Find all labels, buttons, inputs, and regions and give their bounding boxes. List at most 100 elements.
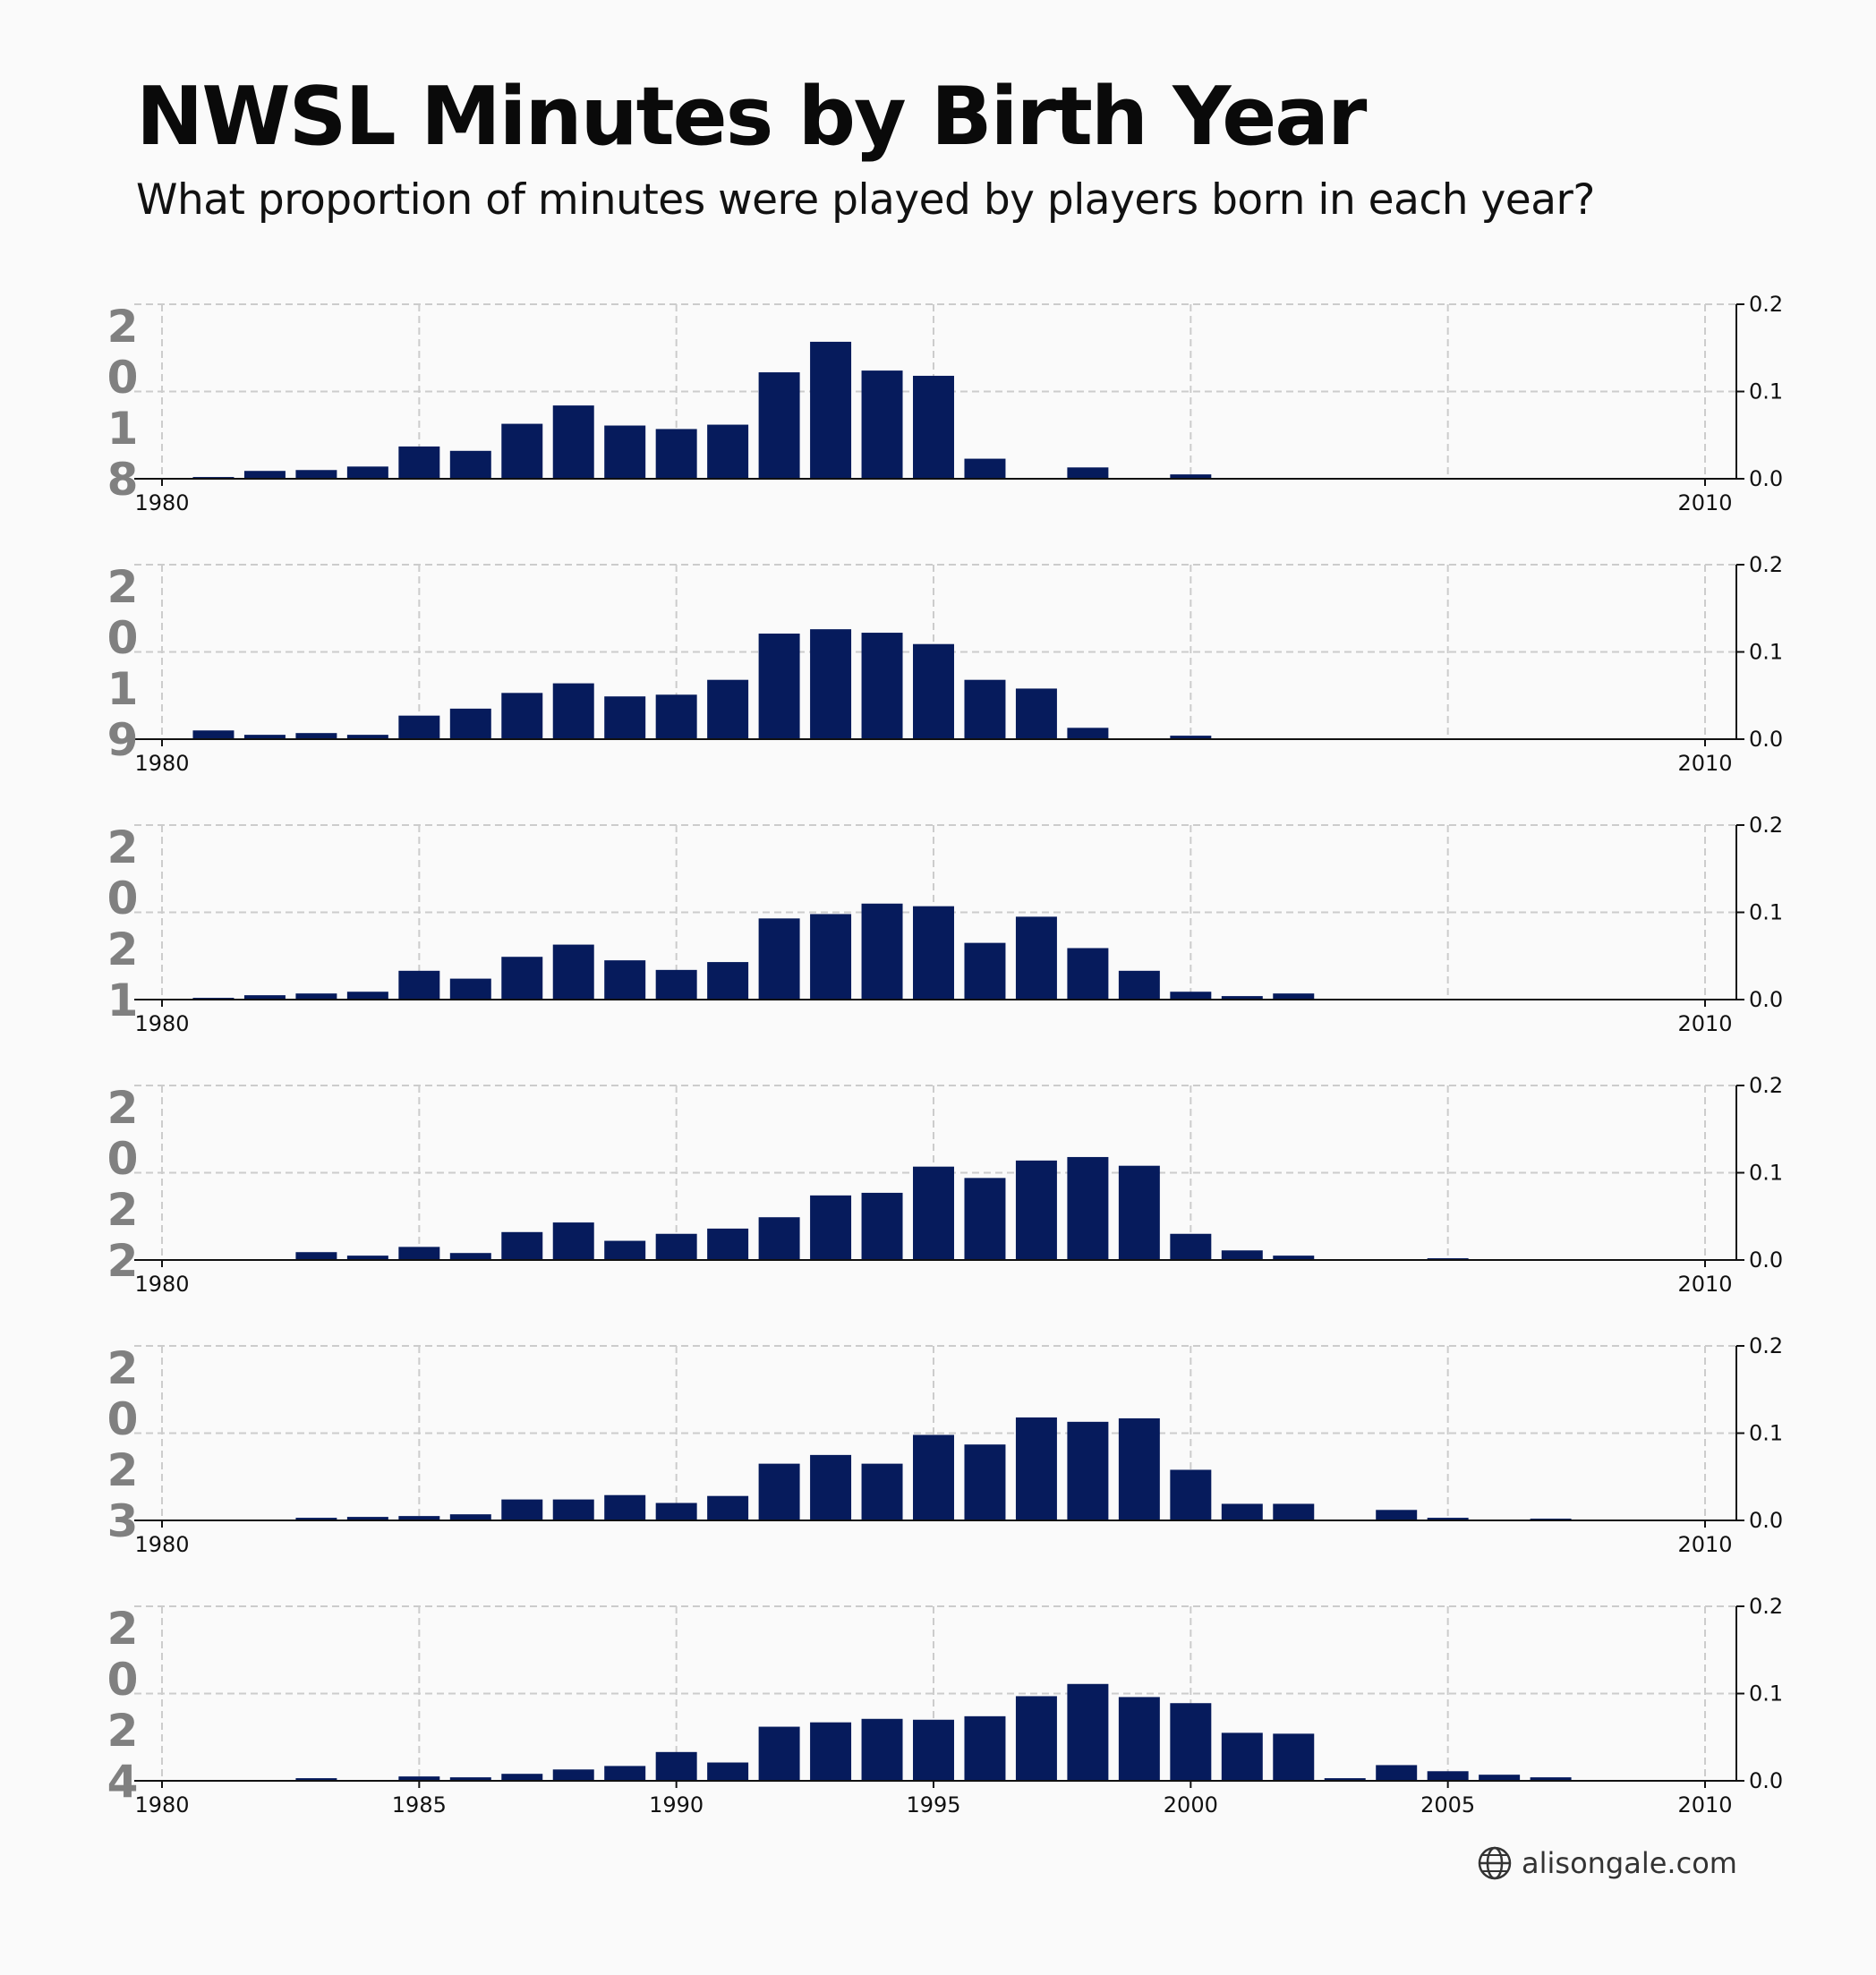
bar	[1015, 1160, 1057, 1260]
bar	[964, 1715, 1006, 1781]
y-tick-label: 0.1	[1749, 1681, 1783, 1707]
bar	[1170, 1469, 1212, 1520]
bar	[1376, 1510, 1418, 1520]
bar	[192, 730, 234, 739]
bar	[758, 372, 800, 479]
x-tick-label: 1980	[134, 1011, 189, 1036]
bar	[501, 1499, 543, 1520]
bar	[861, 1718, 903, 1781]
bar	[861, 903, 903, 1000]
bar	[964, 679, 1006, 739]
bar	[295, 1778, 337, 1781]
panel-year-digit: 2	[107, 821, 139, 873]
bar	[604, 1240, 646, 1260]
bar	[707, 962, 749, 1000]
bar	[346, 992, 388, 1000]
x-tick-label: 1980	[134, 1792, 189, 1818]
bar	[655, 1503, 697, 1520]
bar	[398, 715, 440, 739]
bar	[810, 1195, 852, 1260]
bar	[758, 1726, 800, 1781]
bar	[758, 918, 800, 1000]
x-tick-label: 1980	[134, 1272, 189, 1297]
bar	[295, 733, 337, 739]
panel-year-digit: 0	[107, 1133, 139, 1185]
bar	[1170, 992, 1212, 1000]
panel-year-digit: 2	[107, 1705, 139, 1757]
panel-year-digit: 2	[107, 1342, 139, 1394]
bar	[295, 993, 337, 1000]
bar	[398, 970, 440, 1000]
bar	[295, 1252, 337, 1260]
x-tick-label: 2000	[1164, 1792, 1218, 1818]
bar	[1067, 948, 1109, 1000]
bar	[655, 429, 697, 479]
chart-subtitle: What proportion of minutes were played b…	[136, 175, 1595, 225]
bar	[1221, 1732, 1263, 1781]
bar	[1221, 996, 1263, 1000]
bar	[1273, 1503, 1315, 1520]
bar	[604, 425, 646, 479]
bar	[398, 446, 440, 479]
bar	[346, 735, 388, 739]
panel-year-digit: 0	[107, 1393, 139, 1445]
bar	[604, 1766, 646, 1781]
panel-year-digit: 0	[107, 1654, 139, 1706]
x-tick-label: 1990	[649, 1792, 704, 1818]
bar	[810, 1722, 852, 1781]
bar	[810, 629, 852, 739]
bar	[1273, 1733, 1315, 1781]
bar	[552, 944, 594, 1000]
panel-year-digit: 9	[107, 714, 139, 766]
bar	[913, 1166, 954, 1260]
bar	[1118, 1165, 1160, 1260]
bar	[449, 978, 491, 1000]
y-tick-label: 0.0	[1749, 1768, 1783, 1793]
y-tick-label: 0.0	[1749, 987, 1783, 1012]
bar	[1530, 1777, 1572, 1781]
bar	[707, 1495, 749, 1520]
bar	[398, 1776, 440, 1781]
bar	[604, 1494, 646, 1520]
bar	[1170, 1703, 1212, 1781]
bar	[1118, 1697, 1160, 1781]
x-tick-label: 1980	[134, 751, 189, 776]
chart-title: NWSL Minutes by Birth Year	[136, 70, 1367, 164]
bar	[346, 1256, 388, 1260]
bar	[1221, 1503, 1263, 1520]
bar	[1067, 1683, 1109, 1781]
bar	[707, 1228, 749, 1260]
x-tick-label: 1995	[906, 1792, 960, 1818]
panel-year-digit: 2	[107, 561, 139, 613]
y-tick-label: 0.2	[1749, 1594, 1783, 1619]
bar	[449, 450, 491, 479]
bar	[1376, 1765, 1418, 1781]
panel-year-digit: 8	[107, 454, 139, 506]
y-tick-label: 0.1	[1749, 1161, 1783, 1186]
bar	[861, 633, 903, 739]
bar	[1273, 993, 1315, 1000]
bar	[449, 1253, 491, 1260]
bar	[346, 1517, 388, 1520]
y-tick-label: 0.0	[1749, 1247, 1783, 1273]
bar	[913, 643, 954, 739]
x-tick-label: 2005	[1420, 1792, 1475, 1818]
bar	[501, 693, 543, 739]
bar	[913, 1719, 954, 1781]
bar	[1067, 1156, 1109, 1260]
panel-year-digit: 2	[107, 1235, 139, 1287]
bar	[501, 1231, 543, 1260]
bar	[964, 1444, 1006, 1520]
bar	[346, 466, 388, 479]
x-tick-label: 2010	[1677, 1532, 1732, 1557]
y-tick-label: 0.1	[1749, 1421, 1783, 1446]
bar	[1427, 1771, 1469, 1781]
bar	[604, 960, 646, 1000]
bar	[1015, 1417, 1057, 1520]
bar	[1015, 916, 1057, 1000]
panel-year-digit: 2	[107, 1444, 139, 1496]
bar	[1170, 1233, 1212, 1260]
bar	[1324, 1778, 1366, 1781]
panel-year-digit: 0	[107, 873, 139, 924]
